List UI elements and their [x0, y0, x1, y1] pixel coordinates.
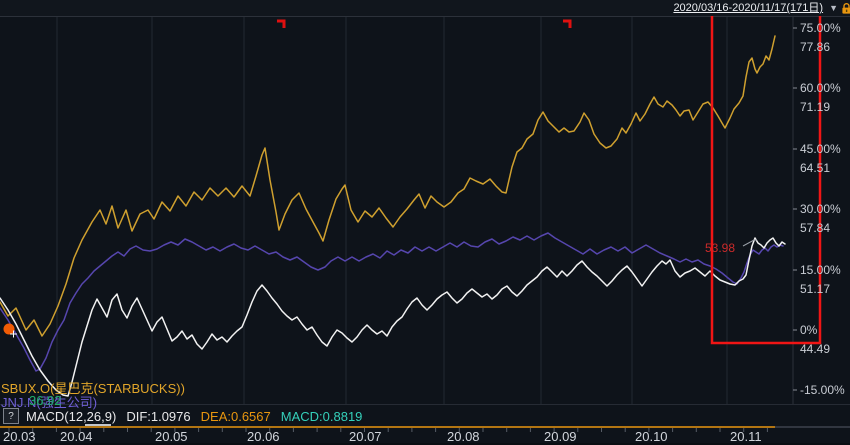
annotation-mark[interactable] — [277, 19, 286, 28]
x-axis-label: 20.11 — [730, 429, 762, 444]
lock-icon[interactable] — [841, 2, 850, 15]
y-axis-label: 57.84 — [800, 221, 831, 235]
x-axis-label: 20.08 — [447, 429, 480, 444]
drawing-anchor-dot[interactable] — [3, 323, 15, 335]
y-axis-label: 71.19 — [800, 100, 831, 114]
series-jnj-line[interactable] — [0, 232, 784, 372]
y-axis-label: 15.00% — [800, 263, 841, 277]
y-axis-label: 60.00% — [800, 81, 841, 95]
series-sbux-line[interactable] — [0, 35, 776, 337]
x-axis-label: 20.06 — [247, 429, 280, 444]
y-axis-label: 30.00% — [800, 202, 841, 216]
date-range-selector[interactable]: 2020/03/16-2020/11/17(171日) — [673, 2, 824, 14]
x-axis-label: 20.04 — [60, 429, 93, 444]
help-icon[interactable]: ? — [3, 408, 19, 424]
series-main-line[interactable] — [0, 237, 786, 397]
dea-value: DEA:0.6567 — [200, 408, 271, 424]
chevron-down-icon[interactable]: ▼ — [829, 3, 838, 13]
x-axis-label: 20.10 — [635, 429, 668, 444]
legend-item-sbux[interactable]: SBUX.O(星巴克(STARBUCKS)) — [1, 381, 185, 396]
y-axis-label: 77.86 — [800, 40, 831, 54]
x-axis-label: 20.09 — [544, 429, 577, 444]
x-axis-label: 20.05 — [155, 429, 188, 444]
legend-item-jnj[interactable]: JNJ.N(强生公司) — [1, 395, 98, 410]
x-axis-label: 20.07 — [349, 429, 382, 444]
y-axis-label: 45.00% — [800, 142, 841, 156]
macd-params-label[interactable]: MACD(12,26,9) — [26, 408, 117, 424]
indicator-scroll-thumb[interactable] — [85, 424, 111, 426]
y-axis-label: 51.17 — [800, 282, 831, 296]
bottom-strip — [0, 443, 850, 445]
topbar: 2020/03/16-2020/11/17(171日) ▼ — [0, 0, 850, 16]
jnj-last-price: 36.92 — [29, 393, 62, 408]
x-axis-label: 20.03 — [3, 429, 36, 444]
y-axis-label: 64.51 — [800, 161, 831, 175]
y-axis-label: 44.49 — [800, 342, 831, 356]
y-axis-label: 0% — [800, 323, 818, 337]
annotation-mark[interactable] — [563, 19, 572, 28]
dif-value: DIF:1.0976 — [126, 408, 191, 424]
indicator-bar: ? MACD(12,26,9) DIF:1.0976 DEA:0.6567 MA… — [3, 407, 362, 425]
macd-value: MACD:0.8819 — [280, 408, 363, 424]
breakout-price-label: 53.98 — [705, 241, 736, 255]
y-axis-label: -15.00% — [800, 383, 845, 397]
price-pointer-line — [742, 239, 757, 247]
y-axis-label: 75.00% — [800, 21, 841, 35]
